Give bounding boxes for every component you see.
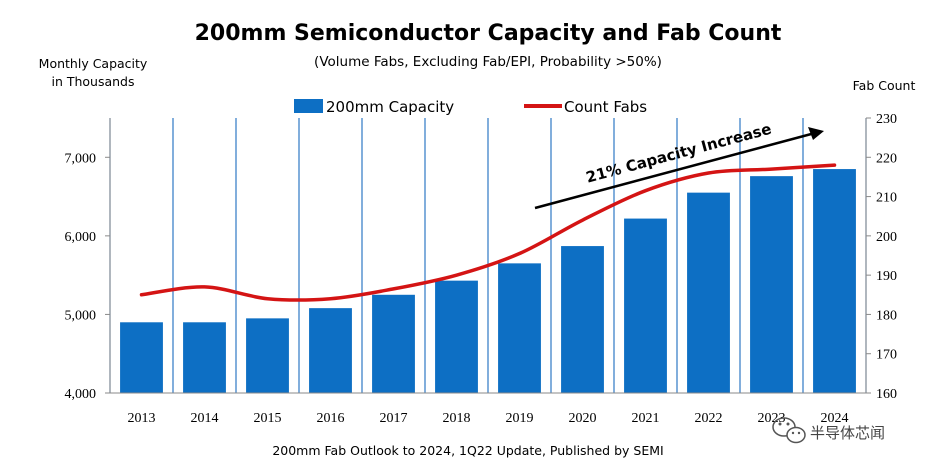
y-left-tick-label: 6,000 <box>65 230 97 245</box>
y-right-tick-label: 190 <box>876 269 897 284</box>
trend-arrow-line <box>534 131 816 210</box>
x-tick-label-2023: 2023 <box>758 411 786 426</box>
bar-2016 <box>309 308 352 393</box>
legend: 200mm Capacity Count Fabs <box>294 98 647 116</box>
bar-2019 <box>498 263 541 393</box>
x-tick-label-2019: 2019 <box>506 411 534 426</box>
x-tick-label-2024: 2024 <box>821 411 849 426</box>
bar-series <box>120 169 856 393</box>
x-tick-label-2015: 2015 <box>254 411 282 426</box>
line-series <box>139 163 837 302</box>
line-count-fabs <box>139 163 837 302</box>
bar-2015 <box>246 318 289 393</box>
y-right-tick-label: 180 <box>876 308 897 323</box>
y-axis-left-label-line1: Monthly Capacity <box>39 56 148 71</box>
bar-2013 <box>120 322 163 393</box>
bar-2023 <box>750 176 793 393</box>
x-tick-label-2020: 2020 <box>569 411 597 426</box>
x-tick-label-2016: 2016 <box>317 411 345 426</box>
watermark-text: 半导体芯闻 <box>810 424 885 442</box>
y-left-tick-label: 4,000 <box>65 387 97 402</box>
y-axis-left-label-line2: in Thousands <box>51 74 134 89</box>
y-right-tick-label: 210 <box>876 191 897 206</box>
bar-2018 <box>435 280 478 393</box>
axes <box>105 117 871 394</box>
x-tick-label-2017: 2017 <box>380 411 408 426</box>
bar-2022 <box>687 192 730 393</box>
trend-arrow-head <box>808 127 824 140</box>
x-tick-label-2014: 2014 <box>191 411 219 426</box>
legend-swatch-capacity <box>294 99 323 113</box>
bar-2017 <box>372 294 415 393</box>
y-right-tick-label: 160 <box>876 387 897 402</box>
bar-2020 <box>561 246 604 393</box>
bar-2021 <box>624 218 667 393</box>
y-axis-right-label: Fab Count <box>853 78 916 93</box>
y-left-tick-label: 7,000 <box>65 151 97 166</box>
tick-labels: 4,000 5,000 6,000 7,000 160 170 180 190 200 210 22… <box>65 112 898 426</box>
source-note: 200mm Fab Outlook to 2024, 1Q22 Update, … <box>272 443 663 458</box>
x-tick-label-2021: 2021 <box>632 411 660 426</box>
chart-title: 200mm Semiconductor Capacity and Fab Cou… <box>195 21 782 46</box>
y-right-tick-label: 170 <box>876 348 897 363</box>
legend-label-capacity: 200mm Capacity <box>326 98 454 116</box>
y-right-tick-label: 200 <box>876 230 897 245</box>
x-tick-label-2022: 2022 <box>695 411 723 426</box>
y-right-tick-label: 230 <box>876 112 897 127</box>
x-tick-label-2013: 2013 <box>128 411 156 426</box>
wechat-icon <box>772 417 806 444</box>
y-left-tick-label: 5,000 <box>65 308 97 323</box>
bar-2014 <box>183 322 226 393</box>
x-tick-label-2018: 2018 <box>443 411 471 426</box>
y-right-tick-label: 220 <box>876 151 897 166</box>
bar-2024 <box>813 169 856 393</box>
watermark: 半导体芯闻 <box>772 417 885 444</box>
legend-label-count: Count Fabs <box>564 98 647 116</box>
annotation-text: 21% Capacity Increase <box>584 120 773 187</box>
chart-subtitle: (Volume Fabs, Excluding Fab/EPI, Probabi… <box>314 54 662 70</box>
